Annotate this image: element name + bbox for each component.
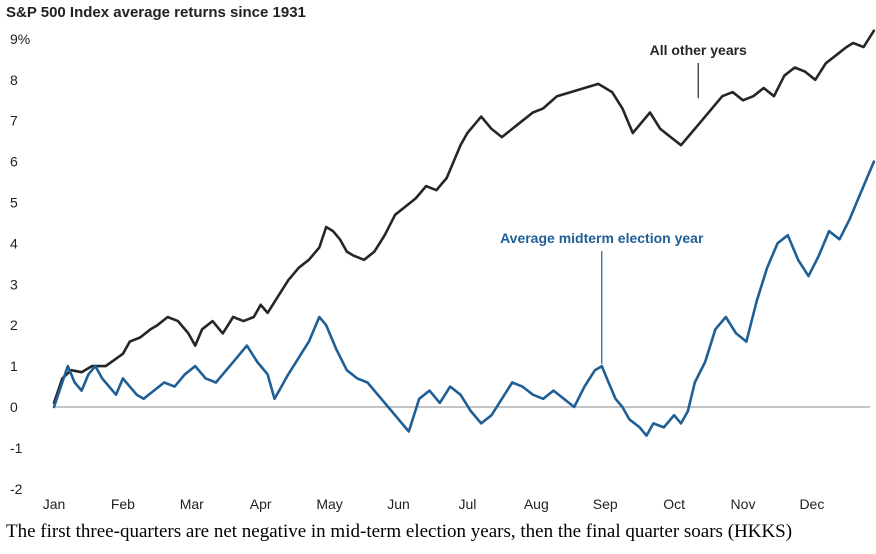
y-tick-label: 6 — [10, 154, 18, 170]
y-tick-label: 8 — [10, 72, 18, 88]
y-tick-label: 5 — [10, 195, 18, 211]
series-line-all-other-years — [52, 29, 876, 405]
annotation-layer: All other years Average midterm election … — [500, 42, 747, 365]
y-tick-label: -1 — [10, 440, 23, 456]
y-axis: 9% 8 7 6 5 4 3 2 1 0 -1 -2 — [10, 31, 30, 497]
x-axis: Jan Feb Mar Apr May Jun Jul Aug Sep Oct Nov Dec — [43, 496, 825, 512]
x-tick-label: Sep — [593, 496, 618, 512]
x-tick-label: Mar — [180, 496, 204, 512]
x-tick-label: Jul — [458, 496, 476, 512]
x-tick-label: Aug — [524, 496, 549, 512]
y-tick-label: 1 — [10, 358, 18, 374]
x-tick-label: Oct — [663, 496, 685, 512]
y-tick-label: 0 — [10, 399, 18, 415]
chart-title: S&P 500 Index average returns since 1931 — [6, 4, 306, 21]
x-tick-label: Nov — [731, 496, 756, 512]
annotation-label: All other years — [650, 42, 747, 58]
x-tick-label: Feb — [111, 496, 135, 512]
x-tick-label: Jun — [387, 496, 410, 512]
y-tick-label: 2 — [10, 317, 18, 333]
y-tick-label: 7 — [10, 113, 18, 129]
series-layer — [52, 29, 876, 437]
x-tick-label: Apr — [250, 496, 272, 512]
x-tick-label: Dec — [799, 496, 824, 512]
y-tick-label: 4 — [10, 235, 18, 251]
series-line-midterm-year — [52, 160, 876, 437]
annotation-label: Average midterm election year — [500, 230, 704, 246]
caption: The first three-quarters are net negativ… — [6, 521, 793, 542]
y-tick-label: -2 — [10, 481, 23, 497]
y-tick-label: 3 — [10, 276, 18, 292]
x-tick-label: May — [316, 496, 342, 512]
y-tick-label: 9% — [10, 31, 30, 47]
x-tick-label: Jan — [43, 496, 66, 512]
